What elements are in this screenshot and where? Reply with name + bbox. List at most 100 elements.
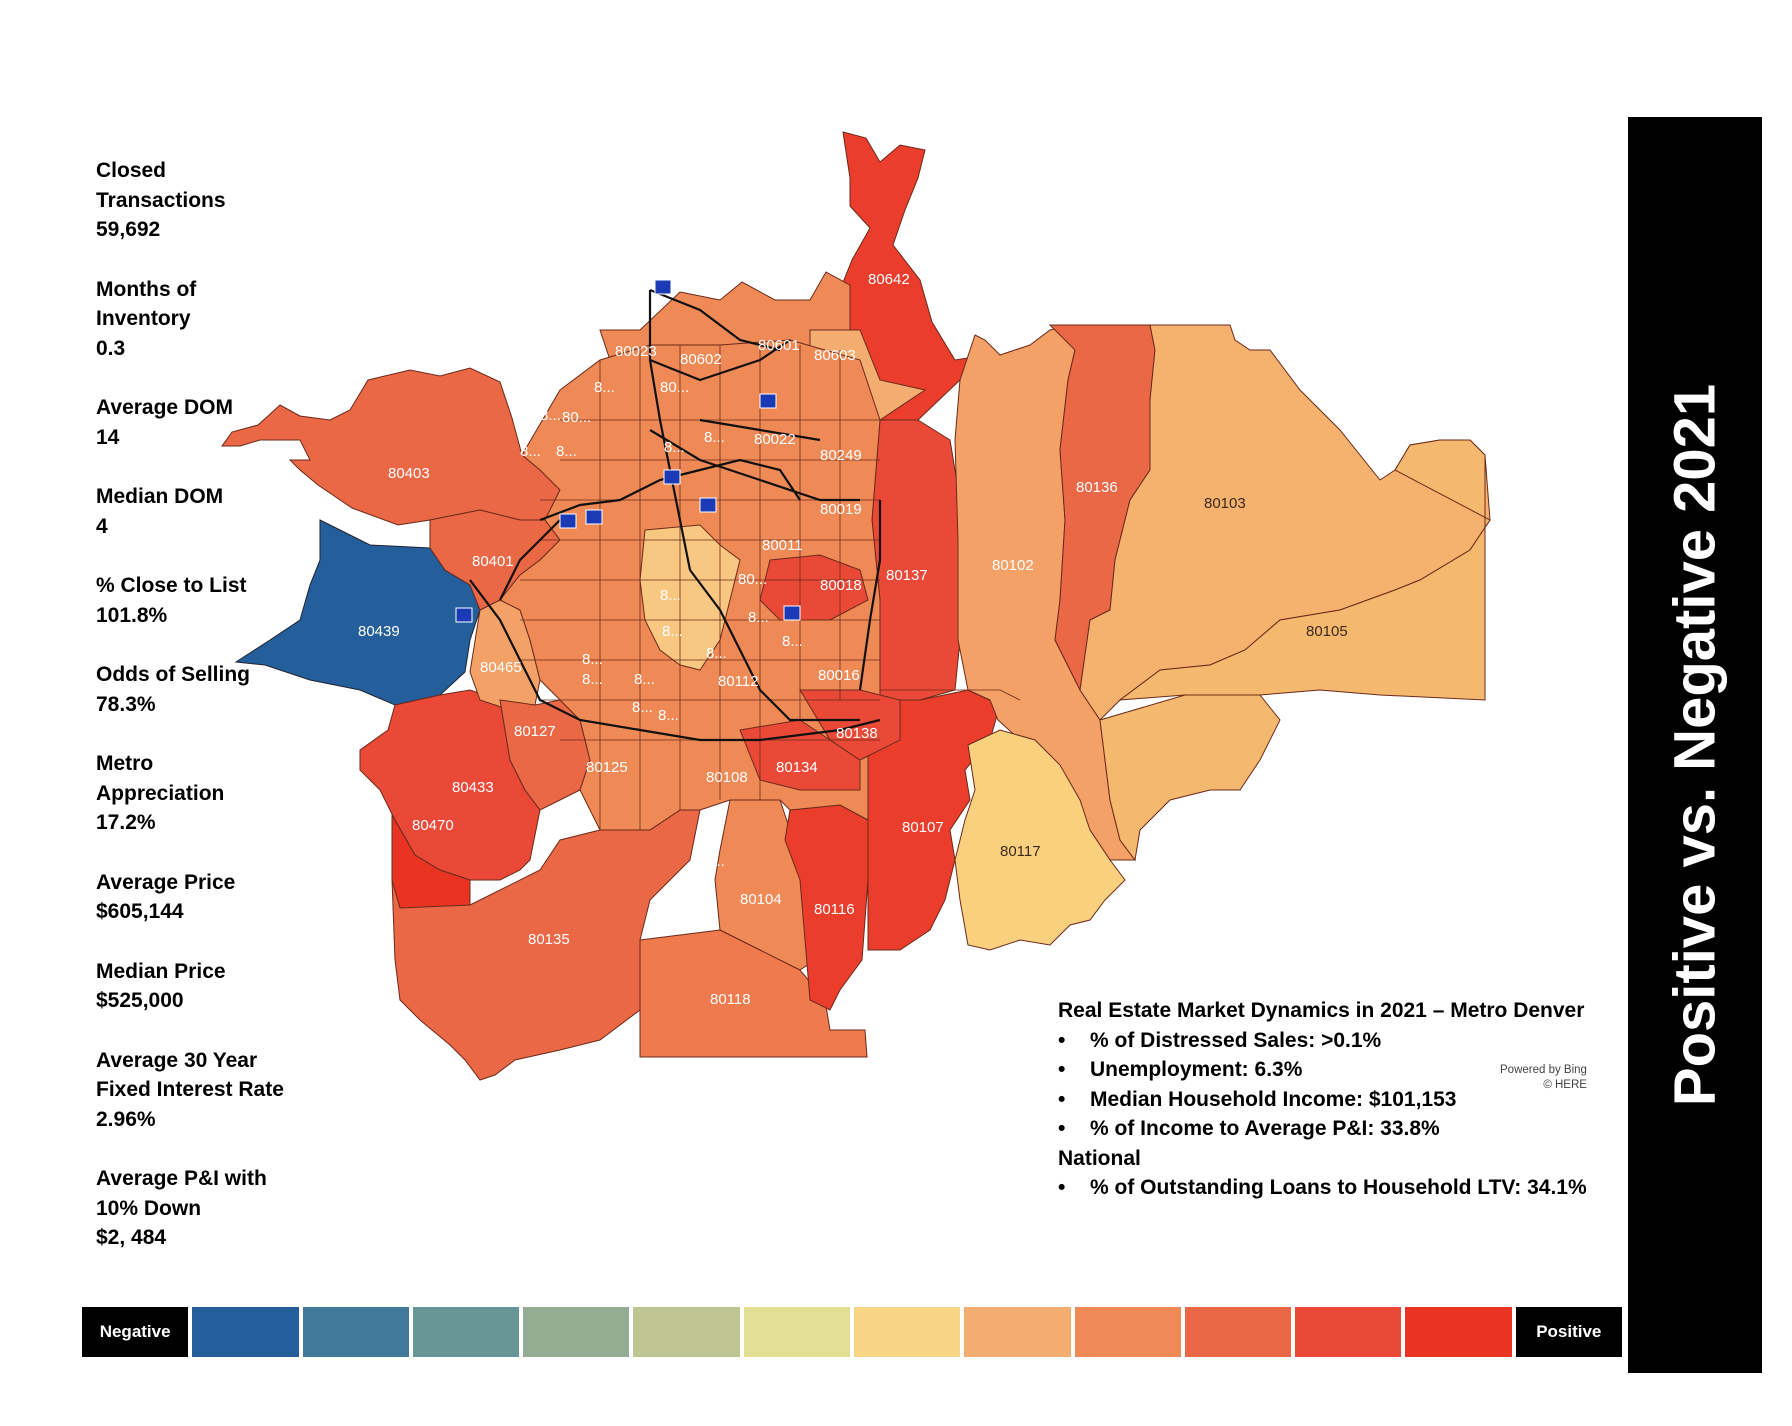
zip-label: 8... [540,407,561,424]
zip-label: 80118 [710,991,751,1008]
zip-label: 8... [706,645,727,662]
national-bullet: •% of Outstanding Loans to Household LTV… [1058,1176,1587,1199]
stat-value: $2, 484 [96,1226,167,1249]
region-80403 [221,367,561,526]
stat-line: Metro [96,752,154,775]
legend-swatch [964,1307,1071,1357]
stat-line: Odds of Selling [96,663,251,686]
interstate-shield-icon [455,607,473,623]
zip-label: 80401 [472,553,514,570]
zip-label: 80136 [1076,479,1118,496]
region-inner-tan [639,524,741,671]
stat-value: 78.3% [96,692,156,716]
dynamics-bullet: • Median Household Income: $101,153 [1058,1087,1457,1111]
stat-line: Average P&I with [96,1167,267,1190]
zip-label: 8... [594,379,615,396]
dynamics-bullet: •% of Distressed Sales: >0.1% [1058,1028,1382,1052]
stat-value: $525,000 [96,989,184,1012]
stat-line: Average Price [96,870,236,894]
zip-label: 80470 [412,817,454,834]
zip-label: 8... [704,429,725,446]
zip-label: 80127 [514,723,556,740]
highway-shields [455,279,801,623]
region-80105 [1118,439,1491,701]
zip-labels: 80642 80023 80602 80601 80603 80022 8024… [358,271,1348,1008]
zip-label: 8... [556,443,577,460]
zip-label: 80... [562,409,591,426]
market-dynamics: Real Estate Market Dynamics in 2021 – Me… [1058,996,1618,1203]
legend-swatch [523,1307,630,1357]
dynamics-bullet: • Unemployment: 6.3% [1058,1058,1303,1081]
stat-value: 0.3 [96,336,126,360]
stat-average-dom: Average DOM 14 [96,393,356,452]
legend-positive-label: Positive [1515,1307,1622,1357]
stat-value: 14 [96,425,120,449]
zip-label: 80138 [836,725,878,742]
legend-swatch [302,1307,409,1357]
zip-label: 80018 [820,577,862,594]
zip-label: 80642 [868,271,910,288]
zip-label: 8... [748,609,769,626]
zip-label: 80134 [776,759,818,776]
map-attribution: Powered by Bing © HERE [1500,1063,1587,1093]
interstate-shield-icon [654,279,672,295]
zip-label: 80103 [1204,495,1246,512]
zip-label: 80116 [814,901,855,918]
region-se-lower [1099,694,1281,862]
zip-label: 80603 [814,347,856,364]
zip-label: 80137 [886,567,928,584]
zip-boundary-lines [520,345,1021,830]
dynamics-heading: Real Estate Market Dynamics in 2021 – Me… [1058,999,1585,1022]
zip-label: 8... [520,443,541,460]
interstate-shield-icon [759,393,777,409]
dynamics-bullet: •% of Income to Average P&I: 33.8% [1058,1117,1440,1140]
bullet-text: % of Income to Average P&I: 33.8% [1090,1117,1440,1140]
zip-label: 80403 [388,465,430,482]
attribution-line: Powered by Bing [1500,1064,1587,1076]
stat-line: Average 30 Year [96,1048,258,1072]
zip-label: 8... [582,651,603,668]
stat-value: 2.96% [96,1107,156,1131]
bullet-text: % of Distressed Sales: >0.1% [1090,1028,1382,1052]
zip-label: 8... [662,623,683,640]
zip-label: 8... [658,707,679,724]
zip-label: 80019 [820,501,862,518]
legend-swatch [743,1307,850,1357]
stat-value: $605,144 [96,900,184,923]
zip-label: 80... [660,379,689,396]
zip-label: 80105 [1306,623,1348,640]
national-heading: National [1058,1146,1141,1170]
stat-line: Appreciation [96,781,225,805]
stat-value: 4 [96,514,108,538]
interstate-shield-icon [663,469,681,485]
zip-label: 80023 [615,343,657,360]
interstate-shield-icon [559,513,577,529]
color-legend: Negative Positive [82,1307,1622,1357]
stat-median-dom: Median DOM 4 [96,482,356,541]
interstate-shield-icon [585,509,603,525]
zip-label: 80602 [680,351,722,368]
zip-label: 8... [704,853,725,870]
zip-label: 80439 [358,623,400,640]
legend-swatch [192,1307,299,1357]
stat-line: 10% Down [96,1196,202,1220]
region-80117 [954,729,1126,951]
stat-line: Closed [96,159,167,182]
highways [469,288,882,742]
stat-metro-appreciation: Metro Appreciation 17.2% [96,749,356,838]
stat-average-pi: Average P&I with 10% Down $2, 484 [96,1164,356,1253]
legend-swatch [412,1307,520,1357]
zip-label: 8... [660,587,681,604]
stat-line: Transactions [96,188,226,212]
zip-label: 8... [632,699,653,716]
banner-title: Positive vs. Negative 2021 [1662,383,1728,1107]
zip-label: 80601 [758,337,800,354]
stat-value: 17.2% [96,811,156,834]
zip-label: 8... [582,671,603,688]
zip-label: 8... [782,633,803,650]
legend-swatch [1405,1307,1512,1357]
bullet-text: Unemployment: 6.3% [1090,1058,1303,1081]
zip-label: 80125 [586,759,628,776]
interstate-shield-icon [699,497,717,513]
stat-value: 59,692 [96,218,161,241]
